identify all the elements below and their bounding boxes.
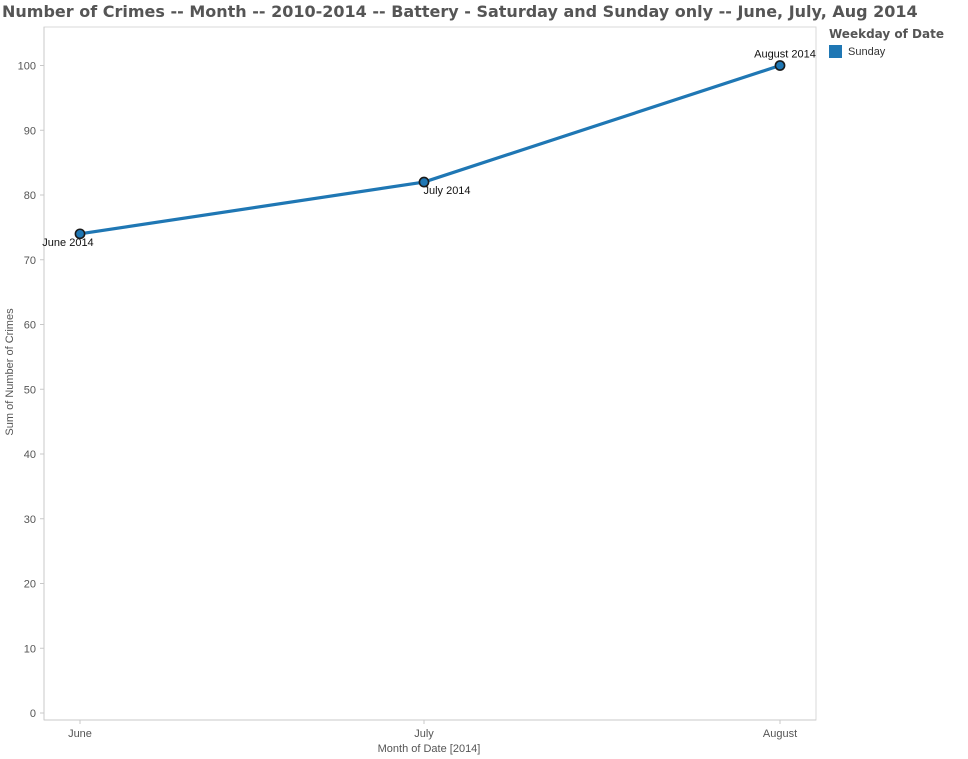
- y-tick-label: 40: [24, 449, 36, 461]
- y-axis-label: Sum of Number of Crimes: [4, 308, 16, 436]
- y-tick-label: 70: [24, 255, 36, 267]
- x-tick-label: June: [68, 728, 92, 740]
- legend-label: Sunday: [848, 45, 886, 58]
- data-label: August 2014: [754, 49, 816, 61]
- y-tick-label: 60: [24, 320, 36, 332]
- series-points: [74, 60, 786, 240]
- x-ticks: June July August: [68, 720, 797, 740]
- data-point[interactable]: [418, 176, 430, 188]
- plot-frame: [43, 26, 817, 721]
- data-label: June 2014: [42, 237, 93, 249]
- series-line-sunday[interactable]: [79, 63, 781, 236]
- y-tick-label: 10: [24, 643, 36, 655]
- legend: Weekday of Date Sunday: [829, 27, 944, 58]
- y-tick-label: 80: [24, 190, 36, 202]
- y-tick-label: 30: [24, 514, 36, 526]
- data-label: July 2014: [423, 185, 470, 197]
- data-point[interactable]: [74, 228, 86, 240]
- chart-title: Number of Crimes -- Month -- 2010-2014 -…: [2, 2, 918, 21]
- legend-title: Weekday of Date: [829, 27, 944, 41]
- data-point[interactable]: [774, 60, 786, 71]
- legend-item-sunday[interactable]: Sunday: [829, 45, 944, 58]
- y-ticks: 0 10 20 30 40 50 60 70 80 90 100: [18, 61, 44, 720]
- y-tick-label: 20: [24, 579, 36, 591]
- y-tick-label: 100: [18, 61, 36, 73]
- x-tick-label: August: [763, 728, 797, 740]
- y-tick-label: 90: [24, 125, 36, 137]
- x-axis-label: Month of Date [2014]: [378, 743, 481, 755]
- y-tick-label: 0: [30, 708, 36, 720]
- point-labels: June 2014 July 2014 August 2014: [42, 49, 816, 249]
- legend-swatch: [829, 45, 842, 58]
- series-lines: [79, 63, 781, 236]
- y-tick-label: 50: [24, 384, 36, 396]
- x-tick-label: July: [414, 728, 434, 740]
